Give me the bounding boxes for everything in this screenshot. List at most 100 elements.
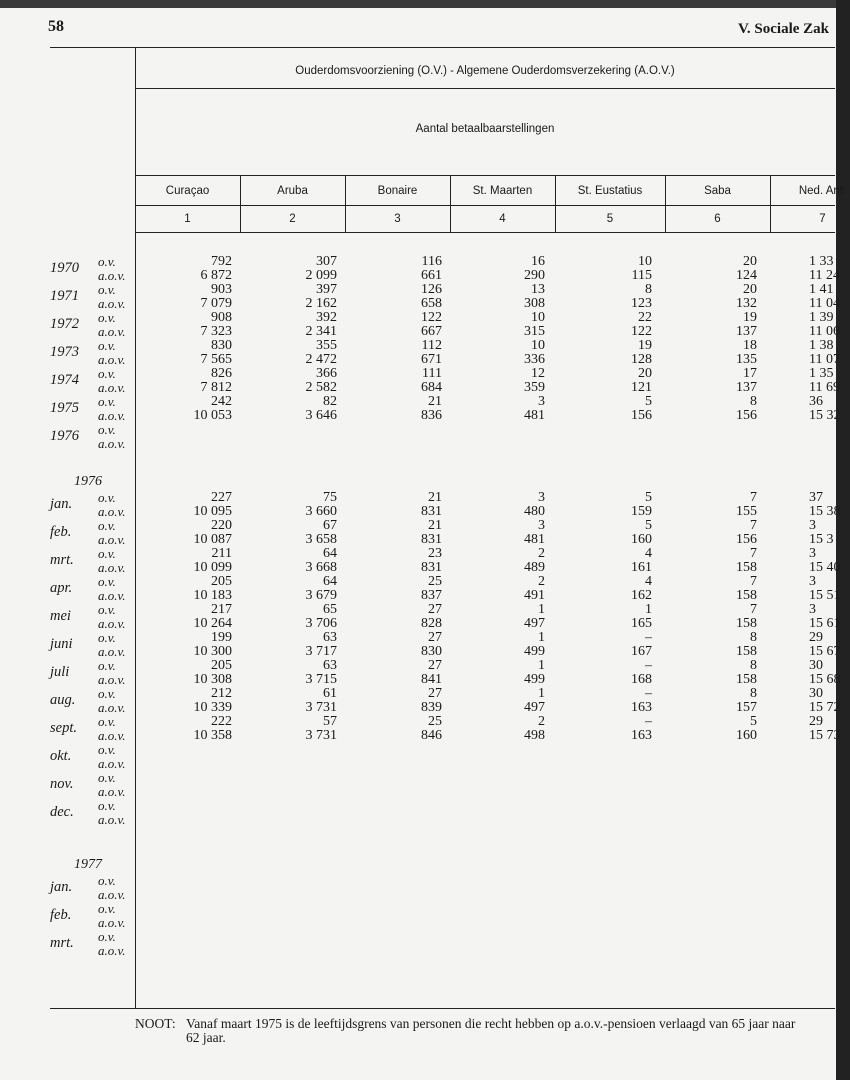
cell: 212: [211, 686, 232, 701]
cell: 5: [750, 714, 757, 729]
cell: 2: [538, 714, 545, 729]
row-type: o.v.: [98, 929, 116, 944]
cell: 165: [631, 616, 652, 631]
cell: 167: [631, 644, 652, 659]
row-type: a.o.v.: [98, 812, 126, 827]
cell: 498: [524, 728, 545, 743]
cell: 8: [750, 394, 757, 409]
row-type: a.o.v.: [98, 380, 126, 395]
cell: 163: [631, 728, 652, 743]
cell: 27: [428, 630, 442, 645]
cell: 64: [323, 546, 337, 561]
cell: 7 565: [200, 352, 233, 367]
cell: 11 04: [809, 296, 840, 311]
note-label: NOOT:: [135, 1016, 176, 1031]
cell: 1: [538, 630, 545, 645]
cell: 2 162: [305, 296, 338, 311]
cell: 15 51: [809, 588, 841, 603]
scan-border: [0, 0, 850, 8]
cell: 25: [428, 574, 442, 589]
cell: 126: [421, 282, 442, 297]
cell: 397: [316, 282, 337, 297]
cell: 5: [645, 518, 652, 533]
cell: 19: [638, 338, 652, 353]
cell: 828: [421, 616, 442, 631]
cell: 1: [538, 602, 545, 617]
row-type: o.v.: [98, 770, 116, 785]
row-type: a.o.v.: [98, 532, 126, 547]
row-type: a.o.v.: [98, 644, 126, 659]
row-group: mrt.: [50, 935, 74, 951]
cell: 63: [323, 630, 337, 645]
cell: 10 053: [193, 408, 233, 423]
cell: 168: [631, 672, 652, 687]
cell: 115: [631, 268, 652, 283]
row-group: 1976: [50, 428, 79, 444]
cell: 124: [736, 268, 757, 283]
cell: 21: [428, 394, 442, 409]
rule: [770, 175, 771, 232]
cell: 10 099: [193, 560, 233, 575]
cell: 10 358: [193, 728, 233, 743]
column-number: 7: [819, 213, 826, 225]
cell: 157: [736, 700, 757, 715]
cell: 15 72: [809, 700, 841, 715]
rule: [450, 175, 451, 232]
cell: 75: [323, 490, 337, 505]
cell: 7: [750, 574, 757, 589]
cell: 366: [316, 366, 337, 381]
cell: 137: [736, 324, 757, 339]
cell: 15 68: [809, 672, 841, 687]
cell: 158: [736, 588, 757, 603]
cell: 21: [428, 518, 442, 533]
cell: 658: [421, 296, 442, 311]
cell: 30: [809, 658, 823, 673]
cell: 15 61: [809, 616, 841, 631]
row-type: o.v.: [98, 901, 116, 916]
cell: 10 183: [193, 588, 233, 603]
cell: 684: [421, 380, 442, 395]
row-type: o.v.: [98, 602, 116, 617]
row-type: a.o.v.: [98, 887, 126, 902]
cell: 830: [211, 338, 232, 353]
cell: 116: [421, 254, 442, 269]
cell: 2 472: [305, 352, 338, 367]
cell: 3 706: [305, 616, 338, 631]
cell: 112: [421, 338, 442, 353]
cell: 2 341: [305, 324, 338, 339]
cell: 156: [736, 408, 757, 423]
row-type: a.o.v.: [98, 728, 126, 743]
rule: [50, 1008, 835, 1009]
rule: [240, 175, 241, 232]
cell: 19: [743, 310, 757, 325]
cell: 1 39: [809, 310, 834, 325]
cell: 667: [421, 324, 442, 339]
rule: [555, 175, 556, 232]
cell: 7: [750, 546, 757, 561]
cell: 831: [421, 560, 442, 575]
cell: 122: [421, 310, 442, 325]
cell: 10 095: [193, 504, 233, 519]
cell: 3: [809, 518, 816, 533]
cell: 199: [211, 630, 232, 645]
cell: 5: [645, 394, 652, 409]
cell: 3 668: [305, 560, 338, 575]
row-group: apr.: [50, 580, 73, 596]
cell: 23: [428, 546, 442, 561]
column-number: 1: [184, 213, 191, 225]
cell: 2 099: [305, 268, 338, 283]
cell: 1 41: [809, 282, 834, 297]
cell: 16: [531, 254, 545, 269]
cell: 908: [211, 310, 232, 325]
rule: [135, 88, 835, 89]
cell: 20: [743, 254, 757, 269]
row-group: aug.: [50, 692, 76, 708]
cell: 220: [211, 518, 232, 533]
cell: 22: [638, 310, 652, 325]
row-group: jan.: [50, 496, 73, 512]
cell: 10 339: [193, 700, 233, 715]
cell: 7: [750, 490, 757, 505]
row-type: a.o.v.: [98, 352, 126, 367]
cell: 29: [809, 714, 823, 729]
column-header: St. Eustatius: [577, 185, 643, 197]
